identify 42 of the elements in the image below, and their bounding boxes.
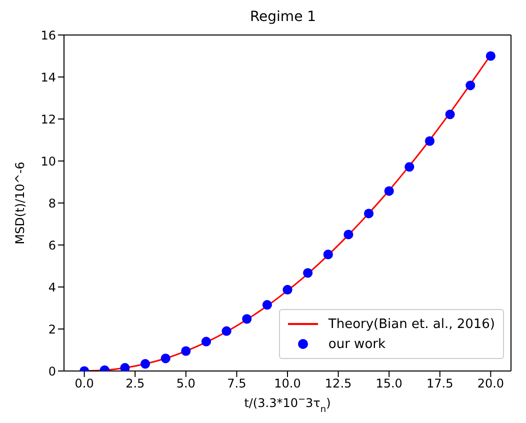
x-tick-label: 5.0 bbox=[176, 376, 196, 391]
x-tick-label: 12.5 bbox=[324, 376, 352, 391]
chart-title: Regime 1 bbox=[248, 8, 318, 26]
y-axis-title: MSD(t)/10^-6 bbox=[13, 162, 27, 244]
point bbox=[222, 326, 232, 336]
point bbox=[140, 359, 150, 369]
point bbox=[466, 80, 476, 90]
x-tick-label: 7.5 bbox=[227, 376, 246, 391]
point bbox=[404, 162, 414, 172]
point bbox=[282, 284, 292, 295]
y-tick-label: 10 bbox=[40, 154, 56, 168]
point bbox=[120, 363, 130, 371]
x-tick-label: 17.5 bbox=[426, 376, 454, 391]
point bbox=[323, 250, 333, 260]
x-axis-title: t/(3.3*10$^{−}$3τ$_{n}$) bbox=[244, 395, 331, 415]
y-tick-label: 2 bbox=[48, 322, 56, 336]
point bbox=[445, 110, 455, 120]
point bbox=[344, 230, 354, 240]
point bbox=[262, 300, 272, 310]
point bbox=[424, 136, 435, 146]
y-tick-label: 6 bbox=[48, 238, 56, 252]
x-tick-label: 10.0 bbox=[274, 376, 301, 391]
point bbox=[201, 336, 212, 346]
point bbox=[303, 268, 313, 278]
point bbox=[364, 208, 374, 218]
point bbox=[242, 314, 252, 324]
point bbox=[181, 346, 191, 356]
point bbox=[160, 354, 170, 364]
point bbox=[486, 51, 496, 61]
y-tick-label: 8 bbox=[48, 196, 56, 210]
legend-label: our work bbox=[328, 336, 386, 352]
x-tick-label: 0.0 bbox=[74, 376, 94, 391]
y-tick-label: 4 bbox=[48, 280, 56, 294]
x-tick-label: 15.0 bbox=[376, 376, 402, 391]
x-tick-label: 2.5 bbox=[126, 376, 145, 391]
x-tick-label: 20.0 bbox=[477, 376, 504, 391]
legend-label: Theory(Bian et. al., 2016) bbox=[328, 316, 495, 332]
y-tick-label: 12 bbox=[40, 112, 56, 126]
y-tick-label: 14 bbox=[40, 70, 56, 84]
point bbox=[384, 186, 394, 196]
y-tick-label: 0 bbox=[48, 364, 56, 378]
y-tick-label: 16 bbox=[40, 28, 56, 42]
